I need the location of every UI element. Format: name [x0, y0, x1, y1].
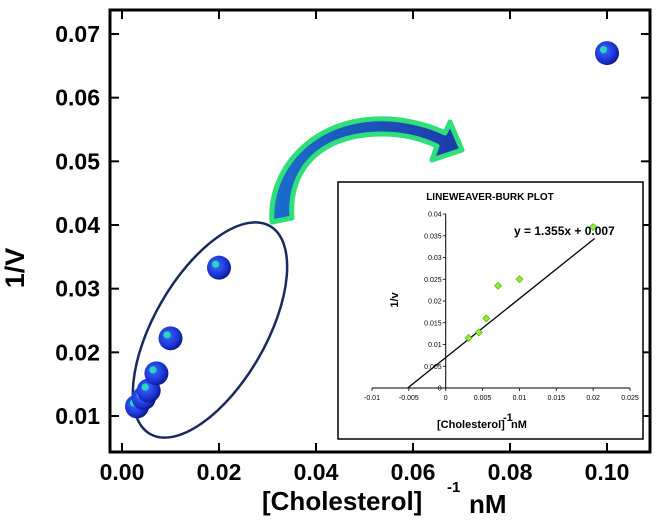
inset-x-tick-label: 0.01 — [513, 395, 527, 402]
main-point-highlight — [211, 260, 220, 268]
inset-y-tick-label: 0.015 — [424, 320, 442, 327]
main-point-highlight — [163, 331, 171, 339]
inset-y-tick-label: 0.03 — [428, 255, 442, 262]
main-y-axis-title: 1/V — [0, 248, 30, 289]
inset-data-point — [515, 275, 524, 284]
inset-data-point — [474, 328, 483, 337]
inset-x-tick-label: 0.025 — [621, 395, 639, 402]
inset-y-tick-label: 0 — [438, 386, 442, 393]
main-point-highlight — [149, 366, 157, 374]
inset-chart: LINEWEAVER-BURK PLOT -0.01 -0.005 0 0.005 0.… — [337, 181, 644, 440]
inset-x-tick-label: -0.01 — [364, 395, 380, 402]
inset-x-axis-title-unit: nM — [511, 419, 527, 431]
inset-y-tick-label: 0.035 — [424, 233, 442, 240]
main-data-point — [144, 361, 169, 386]
main-x-tick-label: 0.08 — [488, 459, 533, 485]
main-y-tick-label: 0.02 — [55, 339, 100, 365]
inset-x-tick-label: -0.005 — [399, 395, 419, 402]
main-x-tick-label: 0.00 — [100, 459, 145, 485]
main-y-tick-label: 0.06 — [55, 85, 100, 111]
inset-x-tick-label: 0.015 — [548, 395, 566, 402]
inset-y-tick-label: 0.025 — [424, 277, 442, 284]
main-y-tick-labels: 0.01 0.02 0.03 0.04 0.05 0.06 0.07 — [55, 21, 100, 429]
inset-axes — [371, 213, 631, 391]
inset-title: LINEWEAVER-BURK PLOT — [426, 192, 554, 203]
inset-trendline — [406, 237, 596, 389]
main-x-tick-labels: 0.00 0.02 0.04 0.06 0.08 0.10 — [100, 459, 630, 485]
inset-equation: y = 1.355x + 0.007 — [514, 224, 615, 238]
main-y-tick-label: 0.07 — [55, 21, 100, 47]
inset-data-point — [589, 223, 598, 231]
inset-data-point — [464, 334, 473, 342]
inset-y-axis-title: 1/v — [389, 291, 401, 307]
main-x-axis-title-sup: -1 — [447, 479, 460, 496]
inset-data-point — [482, 314, 491, 323]
main-data-point — [595, 41, 619, 66]
main-y-tick-label: 0.05 — [55, 148, 100, 174]
inset-data-point — [494, 281, 502, 290]
inset-x-tick-label: 0.02 — [586, 395, 600, 402]
main-data-point — [207, 255, 231, 280]
main-data-points — [125, 41, 619, 419]
main-point-highlight — [599, 46, 608, 54]
main-x-axis-title: [Cholesterol] — [262, 486, 422, 516]
cluster-ellipse — [131, 221, 289, 439]
main-x-tick-label: 0.06 — [391, 459, 436, 485]
main-point-highlight — [141, 383, 149, 391]
curved-arrow — [269, 116, 465, 225]
main-y-tick-label: 0.03 — [55, 276, 100, 302]
inset-y-tick-label: 0.04 — [428, 212, 442, 219]
inset-x-axis-title: [Cholesterol] — [437, 419, 505, 431]
main-y-tick-label: 0.01 — [55, 403, 100, 429]
main-x-tick-label: 0.02 — [197, 459, 242, 485]
inset-x-axis-title-sup: -1 — [503, 412, 513, 424]
main-data-point — [158, 326, 183, 351]
main-x-tick-label: 0.10 — [585, 459, 630, 485]
inset-data-points — [464, 223, 598, 342]
inset-y-tick-label: 0.01 — [428, 342, 442, 349]
main-x-tick-label: 0.04 — [294, 459, 339, 485]
inset-x-tick-label: 0.005 — [474, 395, 492, 402]
main-axis-ticks — [110, 10, 650, 452]
inset-y-tick-label: 0.02 — [428, 299, 442, 306]
inset-x-tick-label: 0 — [444, 395, 448, 402]
main-y-tick-label: 0.04 — [55, 212, 100, 238]
main-x-axis-title-unit: nM — [469, 489, 507, 519]
